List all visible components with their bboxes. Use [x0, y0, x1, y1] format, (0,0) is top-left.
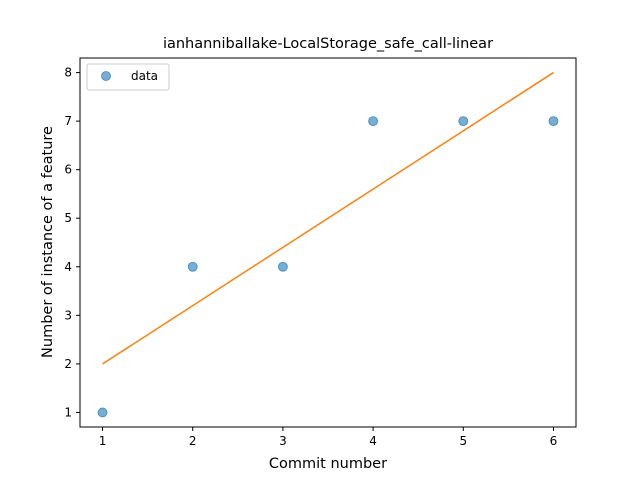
fit-line [102, 71, 554, 365]
data-point [458, 116, 469, 127]
legend-label: data [131, 69, 158, 83]
chart-title: ianhanniballake-LocalStorage_safe_call-l… [163, 36, 493, 52]
x-tick-label: 3 [279, 434, 287, 448]
legend-box [86, 63, 170, 91]
y-axis: 1 2 3 4 5 6 7 8 [64, 66, 80, 419]
legend: data [86, 63, 170, 91]
x-tick-label: 1 [99, 434, 107, 448]
y-tick-label: 6 [64, 163, 72, 177]
plot-frame [79, 57, 577, 428]
y-tick-label: 8 [64, 66, 72, 80]
plot-area [97, 71, 559, 418]
y-axis-label: Number of instance of a feature [40, 126, 56, 358]
legend-marker [101, 71, 111, 81]
data-point [368, 116, 378, 127]
y-tick-label: 1 [64, 405, 72, 419]
x-tick-label: 2 [189, 434, 197, 448]
x-tick-label: 4 [369, 434, 377, 448]
data-point [97, 407, 108, 418]
data-point [187, 261, 198, 272]
x-axis-label: Commit number [269, 456, 387, 472]
data-point [278, 261, 288, 272]
x-tick-label: 6 [550, 434, 558, 448]
y-tick-label: 4 [64, 260, 72, 274]
y-tick-label: 3 [64, 308, 72, 322]
data-point [548, 116, 559, 127]
x-axis: 1 2 3 4 5 6 [99, 427, 558, 448]
y-tick-label: 2 [64, 357, 72, 371]
y-tick-label: 5 [64, 211, 72, 225]
y-tick-label: 7 [64, 114, 72, 128]
x-tick-label: 5 [459, 434, 467, 448]
